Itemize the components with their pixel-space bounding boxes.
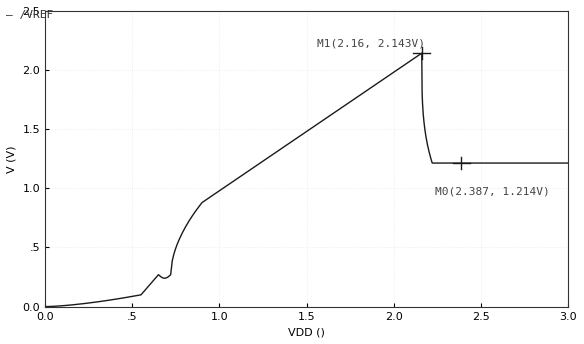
Text: — /VREF: — /VREF [6, 10, 53, 20]
X-axis label: VDD (): VDD () [288, 327, 325, 337]
Y-axis label: V (V): V (V) [7, 145, 17, 173]
Text: M0(2.387, 1.214V): M0(2.387, 1.214V) [435, 187, 550, 197]
Text: M1(2.16, 2.143V): M1(2.16, 2.143V) [317, 38, 425, 48]
